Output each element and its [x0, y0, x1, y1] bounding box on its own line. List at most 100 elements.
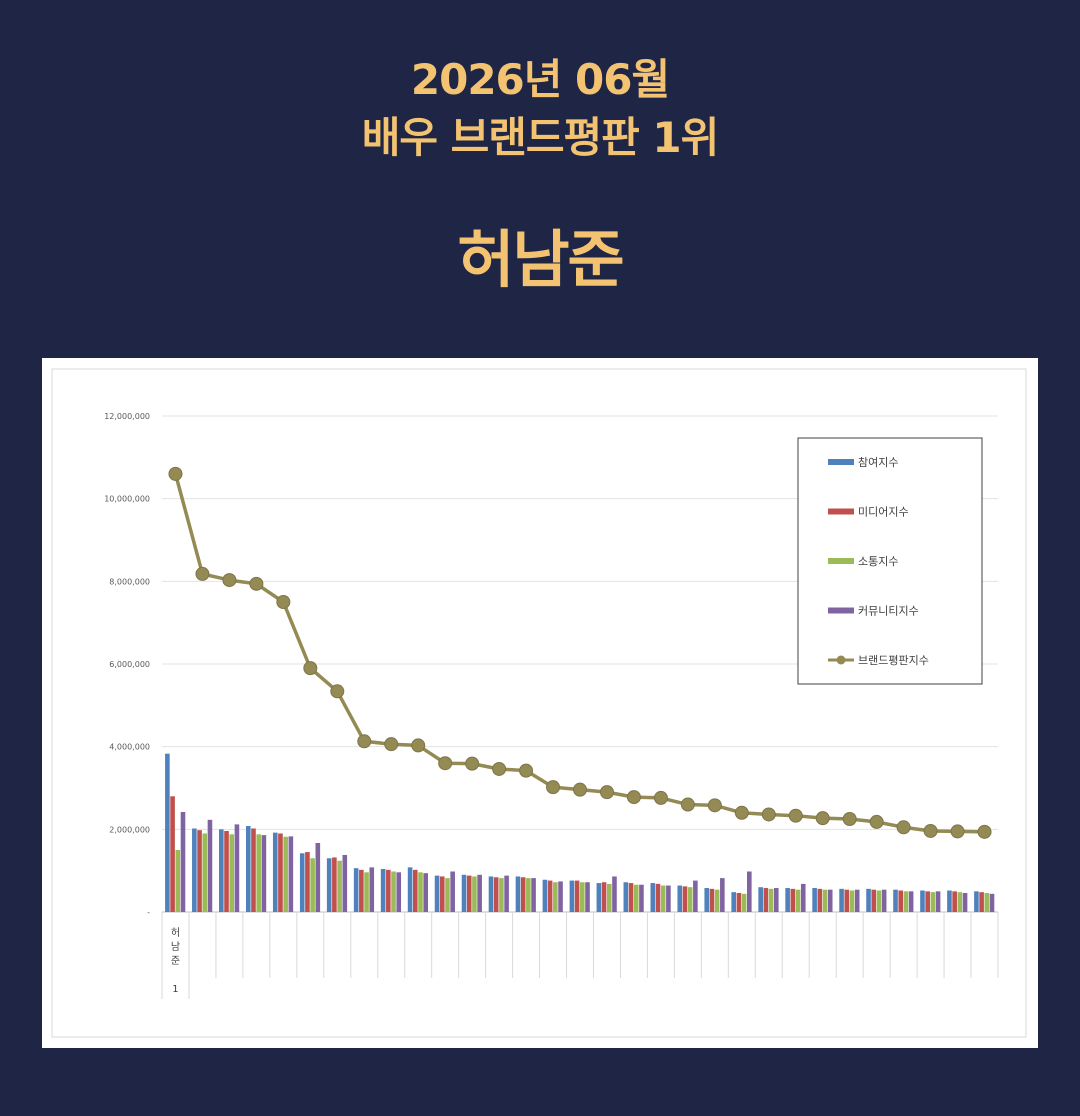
- brand-point-30: [950, 824, 965, 839]
- bar-4-22: [747, 871, 752, 912]
- bar-2-6: [305, 852, 310, 912]
- bar-4-13: [504, 875, 509, 912]
- headline-date: 2026년 06월: [410, 55, 670, 104]
- brand-point-7: [330, 684, 345, 699]
- bar-1-2: [192, 828, 197, 912]
- bar-3-10: [418, 872, 423, 912]
- bar-1-28: [893, 889, 898, 912]
- bar-4-23: [773, 888, 779, 912]
- brand-point-20: [680, 797, 695, 812]
- bar-2-3: [224, 830, 229, 912]
- bar-4-30: [962, 892, 968, 912]
- bar-4-25: [827, 889, 833, 912]
- x-category-label: 준: [171, 955, 180, 967]
- bar-3-2: [202, 833, 208, 912]
- bar-3-6: [310, 858, 315, 912]
- bar-4-21: [720, 878, 725, 912]
- bar-2-7: [332, 857, 337, 912]
- bar-2-1: [170, 796, 175, 912]
- bar-4-27: [881, 889, 887, 912]
- bar-4-6: [315, 842, 321, 912]
- bar-1-14: [515, 876, 521, 912]
- bar-3-28: [903, 891, 909, 912]
- bar-3-7: [337, 860, 342, 912]
- bar-1-21: [704, 888, 710, 912]
- bar-4-7: [342, 854, 348, 912]
- bar-1-26: [839, 888, 844, 912]
- brand-point-23: [761, 807, 776, 822]
- brand-point-3: [222, 573, 237, 588]
- x-category-label: 허: [171, 927, 180, 939]
- brand-point-19: [653, 790, 668, 805]
- legend-marker: [836, 655, 846, 665]
- bar-1-25: [812, 888, 817, 912]
- legend-label-1: 참여지수: [858, 456, 898, 469]
- bar-1-31: [974, 891, 979, 912]
- bar-4-4: [261, 835, 267, 912]
- y-tick-label: 8,000,000: [109, 577, 150, 586]
- bar-2-10: [412, 869, 418, 912]
- bar-3-18: [633, 884, 639, 912]
- bar-2-4: [251, 828, 256, 912]
- bar-2-12: [466, 875, 472, 912]
- bar-1-27: [866, 888, 871, 912]
- bar-1-22: [731, 892, 737, 912]
- legend-label-3: 소통지수: [858, 555, 898, 568]
- bar-2-14: [520, 877, 526, 912]
- bar-4-24: [800, 883, 806, 912]
- bar-1-24: [785, 888, 790, 912]
- bar-4-20: [693, 880, 698, 912]
- bar-1-13: [488, 876, 494, 912]
- bar-2-13: [493, 877, 499, 912]
- bar-1-18: [623, 882, 629, 912]
- bar-1-11: [434, 875, 440, 912]
- brand-point-11: [438, 756, 453, 771]
- bar-2-29: [925, 891, 930, 912]
- chart-frame: [51, 368, 1027, 1038]
- brand-point-9: [384, 737, 399, 752]
- bar-2-25: [817, 888, 823, 912]
- bar-3-12: [472, 876, 477, 912]
- bar-3-17: [606, 883, 612, 912]
- bar-3-4: [256, 834, 261, 912]
- bar-2-27: [871, 889, 877, 912]
- bar-1-20: [677, 885, 683, 912]
- bar-3-19: [660, 885, 666, 912]
- bar-3-15: [553, 882, 558, 912]
- bar-2-31: [979, 892, 984, 912]
- bar-2-17: [601, 882, 607, 912]
- bar-2-22: [736, 892, 742, 912]
- y-tick-label: 10,000,000: [104, 495, 150, 504]
- bar-4-9: [396, 872, 402, 912]
- bar-3-8: [364, 872, 369, 912]
- legend-swatch-2: [828, 508, 854, 515]
- bar-2-2: [197, 830, 202, 912]
- brand-point-17: [599, 785, 614, 800]
- bar-2-23: [763, 888, 769, 912]
- bar-3-26: [849, 890, 855, 912]
- bar-3-27: [876, 890, 882, 912]
- brand-point-15: [546, 780, 561, 795]
- bar-3-23: [768, 888, 774, 912]
- brand-point-21: [707, 798, 722, 813]
- bar-2-20: [682, 886, 688, 912]
- brand-point-24: [788, 808, 803, 823]
- bar-4-19: [666, 885, 671, 912]
- bar-1-12: [461, 874, 467, 912]
- brand-reputation-chart: - 2,000,000 4,000,000 6,000,000 8,000,000 10,…: [51, 368, 1027, 1038]
- bar-1-3: [219, 829, 224, 912]
- y-tick-label: 12,000,000: [104, 412, 150, 421]
- bar-4-11: [450, 871, 455, 912]
- brand-point-28: [896, 820, 911, 835]
- bar-1-1: [165, 753, 170, 912]
- bar-2-30: [952, 891, 957, 912]
- bar-2-28: [898, 890, 904, 912]
- bar-2-8: [359, 869, 364, 912]
- headline-category: 배우 브랜드평판 1위: [361, 113, 720, 162]
- bar-1-17: [596, 883, 602, 912]
- y-tick-label: 2,000,000: [109, 825, 150, 834]
- bar-4-17: [612, 876, 617, 912]
- legend-label-4: 커뮤니티지수: [858, 605, 919, 618]
- bar-4-3: [234, 824, 240, 912]
- bar-3-31: [984, 892, 990, 912]
